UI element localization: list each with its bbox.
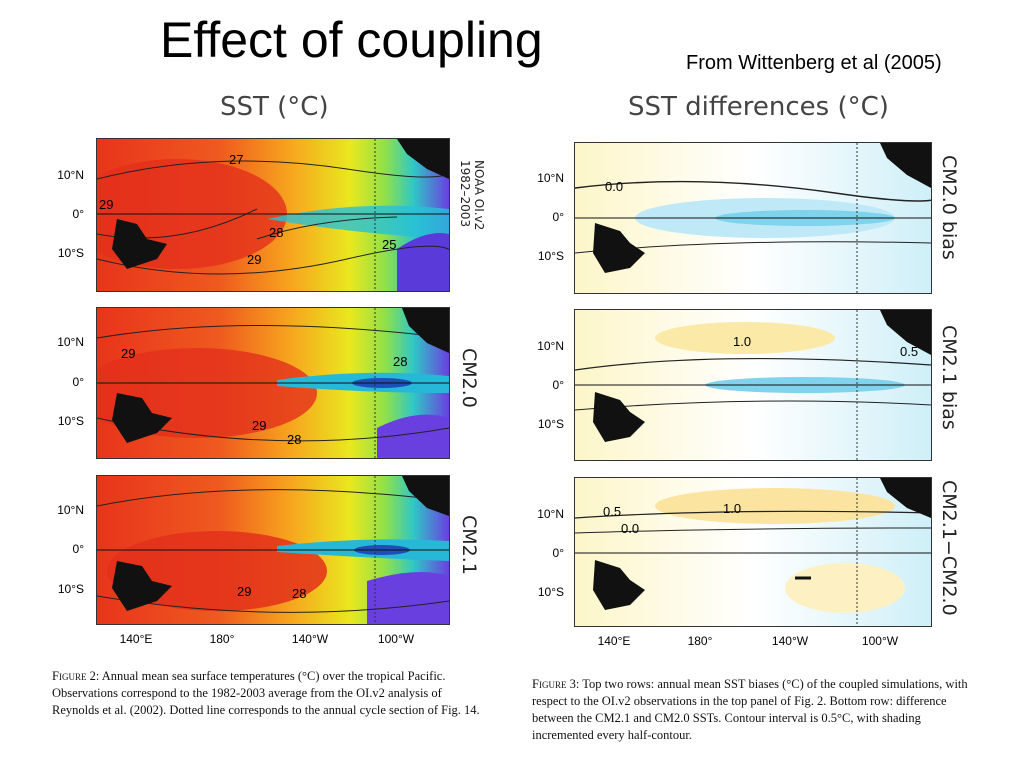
contour-label: 28 <box>287 432 301 447</box>
source-credit: From Wittenberg et al (2005) <box>686 52 942 74</box>
lon-label: 140°W <box>771 634 809 648</box>
lat-label: 10°S <box>57 582 84 596</box>
contour-label: 0.5 <box>900 344 918 359</box>
contour-label: 0.0 <box>605 179 623 194</box>
lat-label: 10°S <box>537 585 564 599</box>
lat-label: 10°S <box>537 417 564 431</box>
lon-label: 140°E <box>119 632 153 646</box>
contour-label: 25 <box>382 237 396 252</box>
lat-label: 10°S <box>57 246 84 260</box>
figure-3-caption-label: Figure 3: <box>532 677 580 691</box>
panel-side-label: CM2.1 bias <box>938 325 960 430</box>
panel-side-label: CM2.0 <box>458 348 480 408</box>
lat-label: 0° <box>72 375 84 389</box>
figure-3-caption-text: Top two rows: annual mean SST biases (°C… <box>532 677 968 742</box>
lat-label: 10°N <box>537 171 564 185</box>
contour-label: 29 <box>247 252 261 267</box>
figure-2-caption-label: Figure 2: <box>52 669 100 683</box>
contour-label: 27 <box>229 152 243 167</box>
panel-side-label: CM2.1 <box>458 515 480 575</box>
sst-diff-map-cm2-0-bias: 0.0 <box>574 142 932 294</box>
contour-label: 28 <box>292 586 306 601</box>
contour-label: 28 <box>393 354 407 369</box>
lat-label: 10°S <box>57 414 84 428</box>
contour-label: 0.5 <box>603 504 621 519</box>
contour-label: 1.0 <box>733 334 751 349</box>
lon-label: 140°E <box>597 634 631 648</box>
contour-label: 29 <box>99 197 113 212</box>
lon-label: 180° <box>209 632 235 646</box>
sst-map-cm2-1: 29 28 <box>96 475 450 625</box>
lat-label: 0° <box>72 542 84 556</box>
slide-title: Effect of coupling <box>160 12 543 68</box>
lat-label: 10°S <box>537 249 564 263</box>
contour-label: 29 <box>121 346 135 361</box>
lon-label: 100°W <box>861 634 899 648</box>
lon-label: 140°W <box>291 632 329 646</box>
lat-label: 0° <box>72 207 84 221</box>
lat-label: 10°N <box>537 507 564 521</box>
contour-label: 28 <box>269 225 283 240</box>
lon-label: 180° <box>687 634 713 648</box>
sst-diff-map-cm2-1-bias: 1.0 0.5 <box>574 309 932 461</box>
lat-label: 0° <box>552 378 564 392</box>
lat-label: 10°N <box>537 339 564 353</box>
contour-label: 1.0 <box>723 501 741 516</box>
contour-label: 0.0 <box>621 521 639 536</box>
figure-2-caption: Figure 2: Annual mean sea surface temper… <box>52 668 492 719</box>
sst-map-observed: 27 29 28 29 25 <box>96 138 450 292</box>
panel-side-label: NOAA OI.v2 1982–2003 <box>458 160 486 231</box>
panel-side-label: CM2.1−CM2.0 <box>938 480 960 616</box>
lat-label: 10°N <box>57 335 84 349</box>
figure-3-caption: Figure 3: Top two rows: annual mean SST … <box>532 676 976 744</box>
lat-label: 10°N <box>57 168 84 182</box>
lat-label: 0° <box>552 546 564 560</box>
sst-differences-figure-title: SST differences (°C) <box>628 92 889 122</box>
lon-label: 100°W <box>377 632 415 646</box>
contour-label: 29 <box>237 584 251 599</box>
panel-side-label: CM2.0 bias <box>938 155 960 260</box>
lat-label: 10°N <box>57 503 84 517</box>
sst-diff-map-cm2-1-minus-cm2-0: 0.5 1.0 0.0 <box>574 477 932 627</box>
sst-map-cm2-0: 29 28 29 28 <box>96 307 450 459</box>
lat-label: 0° <box>552 210 564 224</box>
sst-figure-title: SST (°C) <box>220 92 329 122</box>
figure-2-caption-text: Annual mean sea surface temperatures (°C… <box>52 669 480 717</box>
contour-label: 29 <box>252 418 266 433</box>
